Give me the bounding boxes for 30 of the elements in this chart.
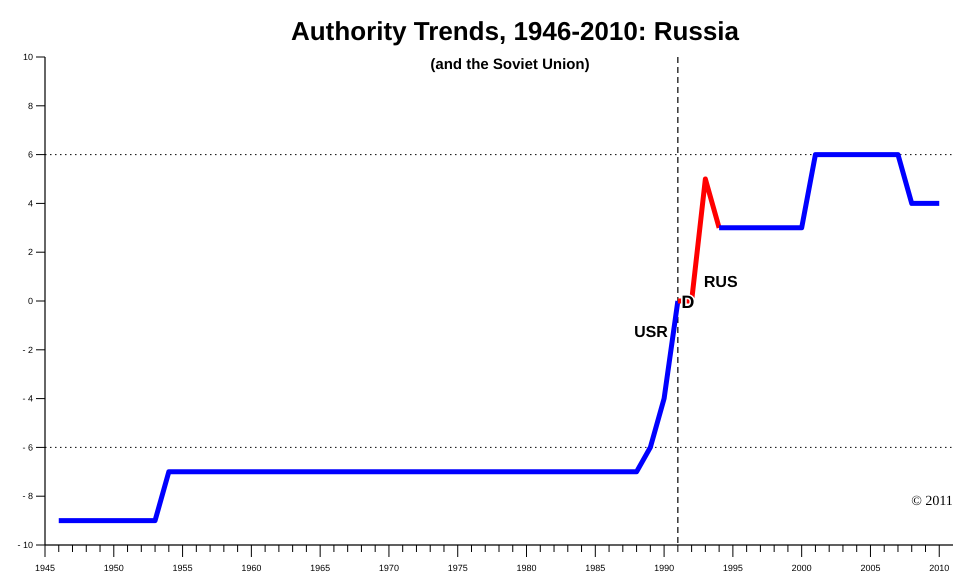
x-tick-label: 1970 [378,563,399,573]
x-tick-label: 2000 [792,563,812,573]
y-tick-label: 2 [28,247,33,258]
x-tick-label: 2010 [929,563,950,573]
chart-subtitle: (and the Soviet Union) [430,56,590,73]
x-tick-label: 1950 [104,563,124,573]
y-tick-label: 0 [28,296,33,306]
y-tick-label: 6 [28,150,33,160]
y-tick-label: 10 [22,52,33,62]
x-tick-label: 1945 [34,563,56,573]
x-tick-label: 1980 [516,563,537,573]
y-tick-label: 4 [28,198,33,208]
annotation: © 2011 [911,494,953,509]
y-tick-label: - 4 [22,394,33,404]
x-tick-label: 1965 [310,563,330,573]
y-tick-label: 8 [28,100,33,111]
x-tick-label: 1990 [654,563,674,573]
annotation: USR [634,324,668,341]
y-tick-label: - 10 [17,540,33,550]
annotation: RUS [704,274,738,291]
x-tick-label: 1985 [585,563,606,573]
x-tick-label: 1995 [722,563,743,573]
x-tick-label: 1975 [448,563,468,573]
x-tick-label: 2005 [860,563,880,573]
y-tick-label: - 2 [22,344,33,355]
x-tick-label: 1955 [172,563,193,573]
y-tick-label: - 6 [22,442,33,452]
chart-title: Authority Trends, 1946-2010: Russia [291,16,740,46]
x-tick-label: 1960 [241,563,262,573]
y-tick-label: - 8 [22,491,33,502]
